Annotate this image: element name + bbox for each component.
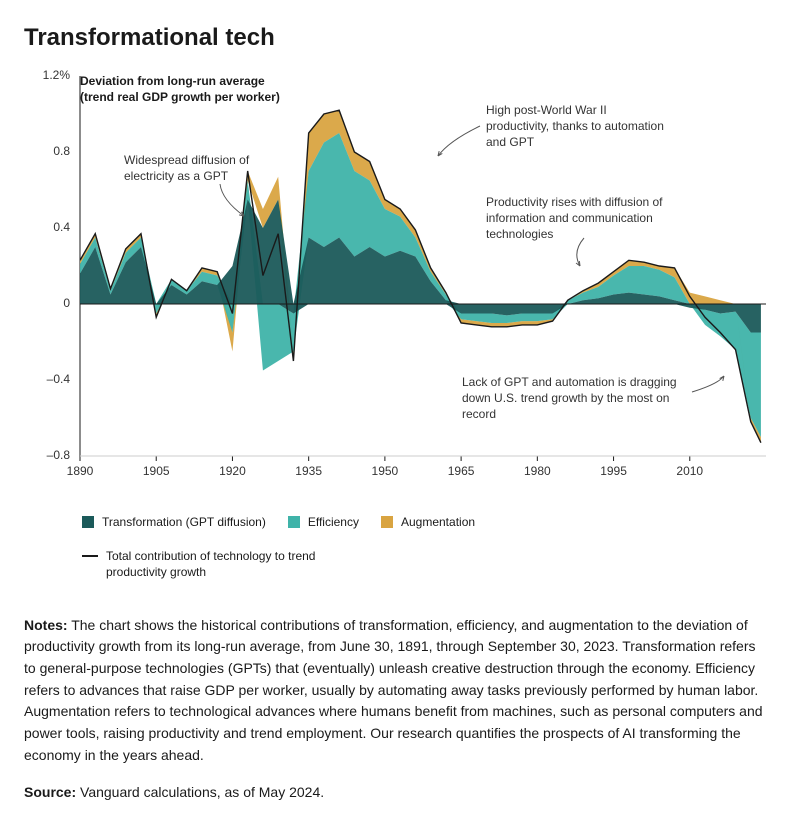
legend-label-augmentation: Augmentation: [401, 514, 475, 530]
x-tick-label: 1890: [67, 464, 94, 478]
legend-label-total: Total contribution of technology to tren…: [106, 548, 326, 580]
x-tick-label: 1935: [295, 464, 322, 478]
y-tick-label: –0.4: [30, 372, 70, 386]
swatch-augmentation: [381, 516, 393, 528]
x-tick-label: 1905: [143, 464, 170, 478]
chart-annotation: Lack of GPT and automation is dragging d…: [462, 374, 682, 423]
chart-legend: Transformation (GPT diffusion) Efficienc…: [82, 514, 732, 581]
legend-item-efficiency: Efficiency: [288, 514, 359, 530]
x-tick-label: 1965: [448, 464, 475, 478]
chart-notes: Notes: The chart shows the historical co…: [24, 615, 766, 767]
chart-annotation: Productivity rises with diffusion of inf…: [486, 194, 696, 243]
x-tick-label: 2010: [676, 464, 703, 478]
legend-item-total: Total contribution of technology to tren…: [82, 548, 326, 580]
legend-item-transformation: Transformation (GPT diffusion): [82, 514, 266, 530]
chart-title: Transformational tech: [24, 24, 766, 52]
y-tick-label: –0.8: [30, 448, 70, 462]
notes-label: Notes:: [24, 617, 68, 633]
swatch-efficiency: [288, 516, 300, 528]
legend-label-transformation: Transformation (GPT diffusion): [102, 514, 266, 530]
swatch-total-line: [82, 555, 98, 557]
chart-annotation: High post-World War II productivity, tha…: [486, 102, 666, 151]
x-tick-label: 1920: [219, 464, 246, 478]
y-tick-label: 0: [30, 296, 70, 310]
notes-text: The chart shows the historical contribut…: [24, 617, 763, 763]
x-tick-label: 1950: [372, 464, 399, 478]
legend-item-augmentation: Augmentation: [381, 514, 475, 530]
chart-source: Source: Vanguard calculations, as of May…: [24, 784, 766, 800]
swatch-transformation: [82, 516, 94, 528]
y-tick-label: 0.8: [30, 144, 70, 158]
chart-annotation: Widespread diffusion of electricity as a…: [124, 152, 274, 184]
x-tick-label: 1995: [600, 464, 627, 478]
y-tick-label: 0.4: [30, 220, 70, 234]
legend-label-efficiency: Efficiency: [308, 514, 359, 530]
source-label: Source:: [24, 784, 76, 800]
x-tick-label: 1980: [524, 464, 551, 478]
y-tick-label: 1.2%: [30, 68, 70, 82]
source-text: Vanguard calculations, as of May 2024.: [80, 784, 324, 800]
chart-container: Deviation from long-run average (trend r…: [24, 76, 766, 496]
